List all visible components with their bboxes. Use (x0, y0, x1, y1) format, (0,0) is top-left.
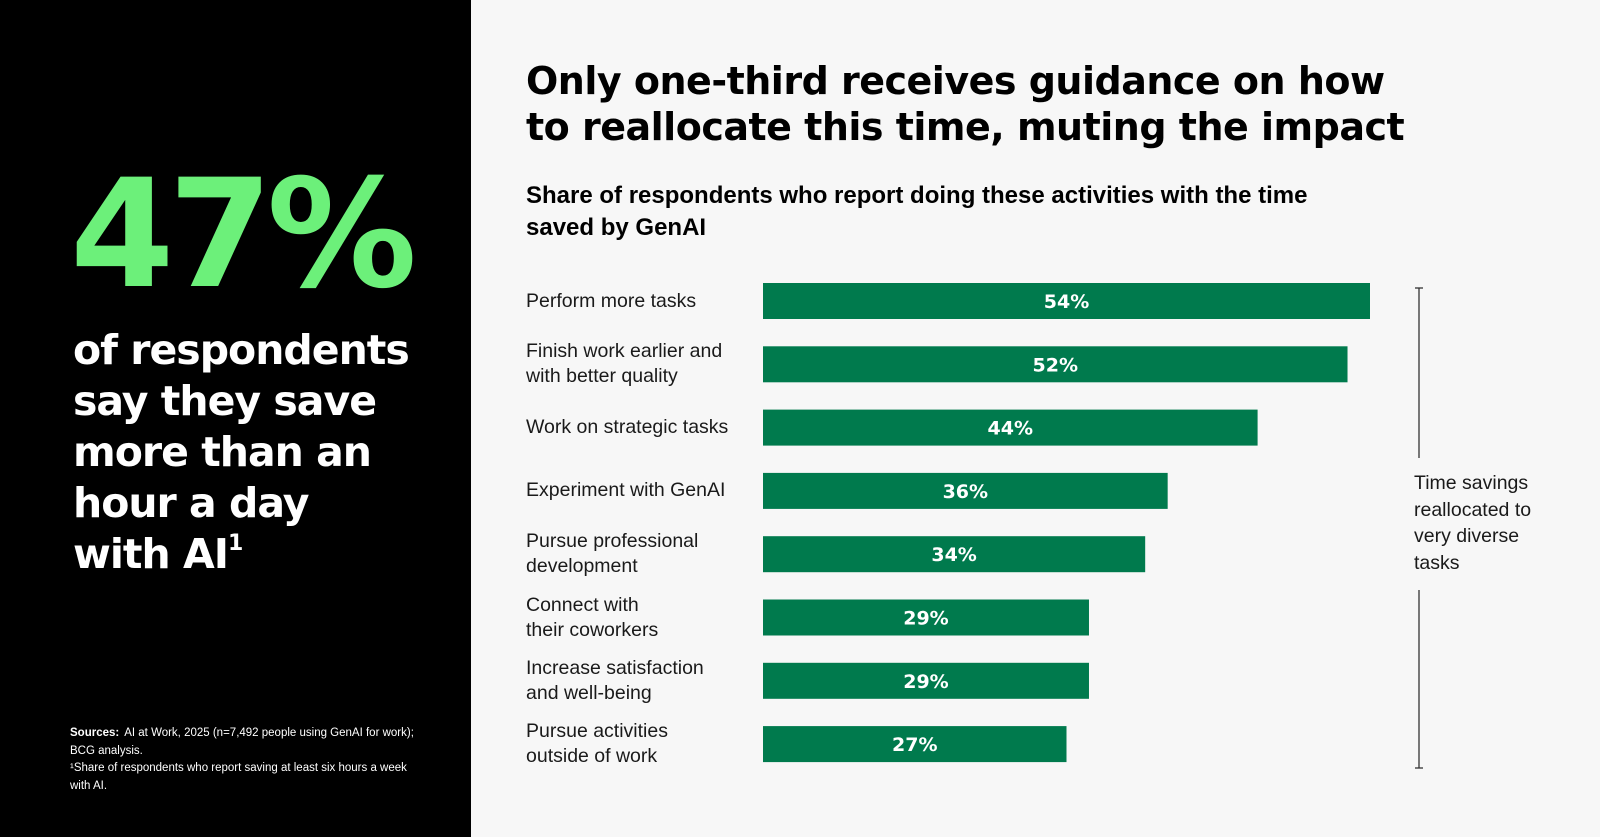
category-label-line: Connect with (526, 593, 639, 616)
left-panel: 47% of respondents say they save more th… (0, 0, 471, 837)
category-label-line: Increase satisfaction (526, 656, 704, 679)
stat-line: of respondents (73, 326, 410, 374)
right-panel: Only one-third receives guidance on how … (471, 0, 1600, 837)
category-label: Connect with their coworkers (526, 593, 751, 643)
category-label: Experiment with GenAI (526, 478, 751, 503)
category-label: Finish work earlier and with better quali… (526, 339, 751, 389)
bracket-label: Time savings reallocated to very diverse… (1414, 472, 1532, 574)
bar-chart: 54% 52% 44% 36% 34% 29% 29% 27% (763, 283, 1423, 769)
category-label-line: their coworkers (526, 618, 659, 641)
bar-value-label: 52% (1033, 354, 1078, 376)
category-label-line: Perform more tasks (526, 289, 697, 312)
bar-value-label: 27% (892, 734, 937, 756)
stat-line: more than an (73, 428, 372, 476)
bar-value-label: 44% (988, 418, 1033, 440)
category-label: Pursue activities outside of work (526, 719, 751, 769)
category-label-line: Pursue activities (526, 720, 668, 743)
bar (763, 283, 1370, 319)
stat-description: of respondents say they save more than a… (73, 325, 443, 580)
bar-value-label: 54% (1044, 291, 1089, 313)
category-label: Pursue professional development (526, 529, 751, 579)
category-label: Increase satisfaction and well-being (526, 656, 751, 706)
sources-label: Sources: (70, 727, 120, 739)
bar (763, 536, 1146, 573)
category-label-line: Finish work earlier and (526, 340, 723, 363)
category-label-line: Experiment with GenAI (526, 479, 726, 502)
bar (763, 726, 1067, 763)
footnote-text: ¹Share of respondents who report saving … (70, 762, 407, 792)
headline: Only one-third receives guidance on how … (526, 59, 1405, 149)
category-label: Perform more tasks (526, 289, 751, 314)
bar (763, 472, 1168, 509)
bar (763, 346, 1348, 383)
footnote-mark: 1 (227, 531, 243, 556)
bar-value-label: 34% (931, 544, 976, 566)
bar (763, 409, 1258, 446)
category-label-line: Work on strategic tasks (526, 416, 729, 439)
bar (763, 599, 1089, 636)
sources-note: Sources: AI at Work, 2025 (n=7,492 people… (70, 725, 430, 795)
bar-value-label: 36% (943, 481, 988, 503)
bar (763, 662, 1089, 699)
sources-text: AI at Work, 2025 (n=7,492 people using G… (70, 727, 414, 757)
bar-value-label: 29% (903, 608, 948, 630)
category-label-line: development (526, 555, 638, 578)
category-label-line: Pursue professional (526, 530, 699, 553)
category-label-line: outside of work (526, 745, 658, 768)
bar-value-label: 29% (903, 671, 948, 693)
chart-subtitle: Share of respondents who report doing th… (526, 182, 1308, 241)
category-label-line: and well-being (526, 681, 652, 704)
big-stat: 47% (70, 148, 417, 322)
stat-line: say they save (73, 377, 377, 425)
stat-line: hour a day (73, 479, 309, 527)
stat-line: with AI (73, 530, 229, 578)
category-label: Work on strategic tasks (526, 415, 751, 440)
category-label-line: with better quality (526, 365, 678, 388)
